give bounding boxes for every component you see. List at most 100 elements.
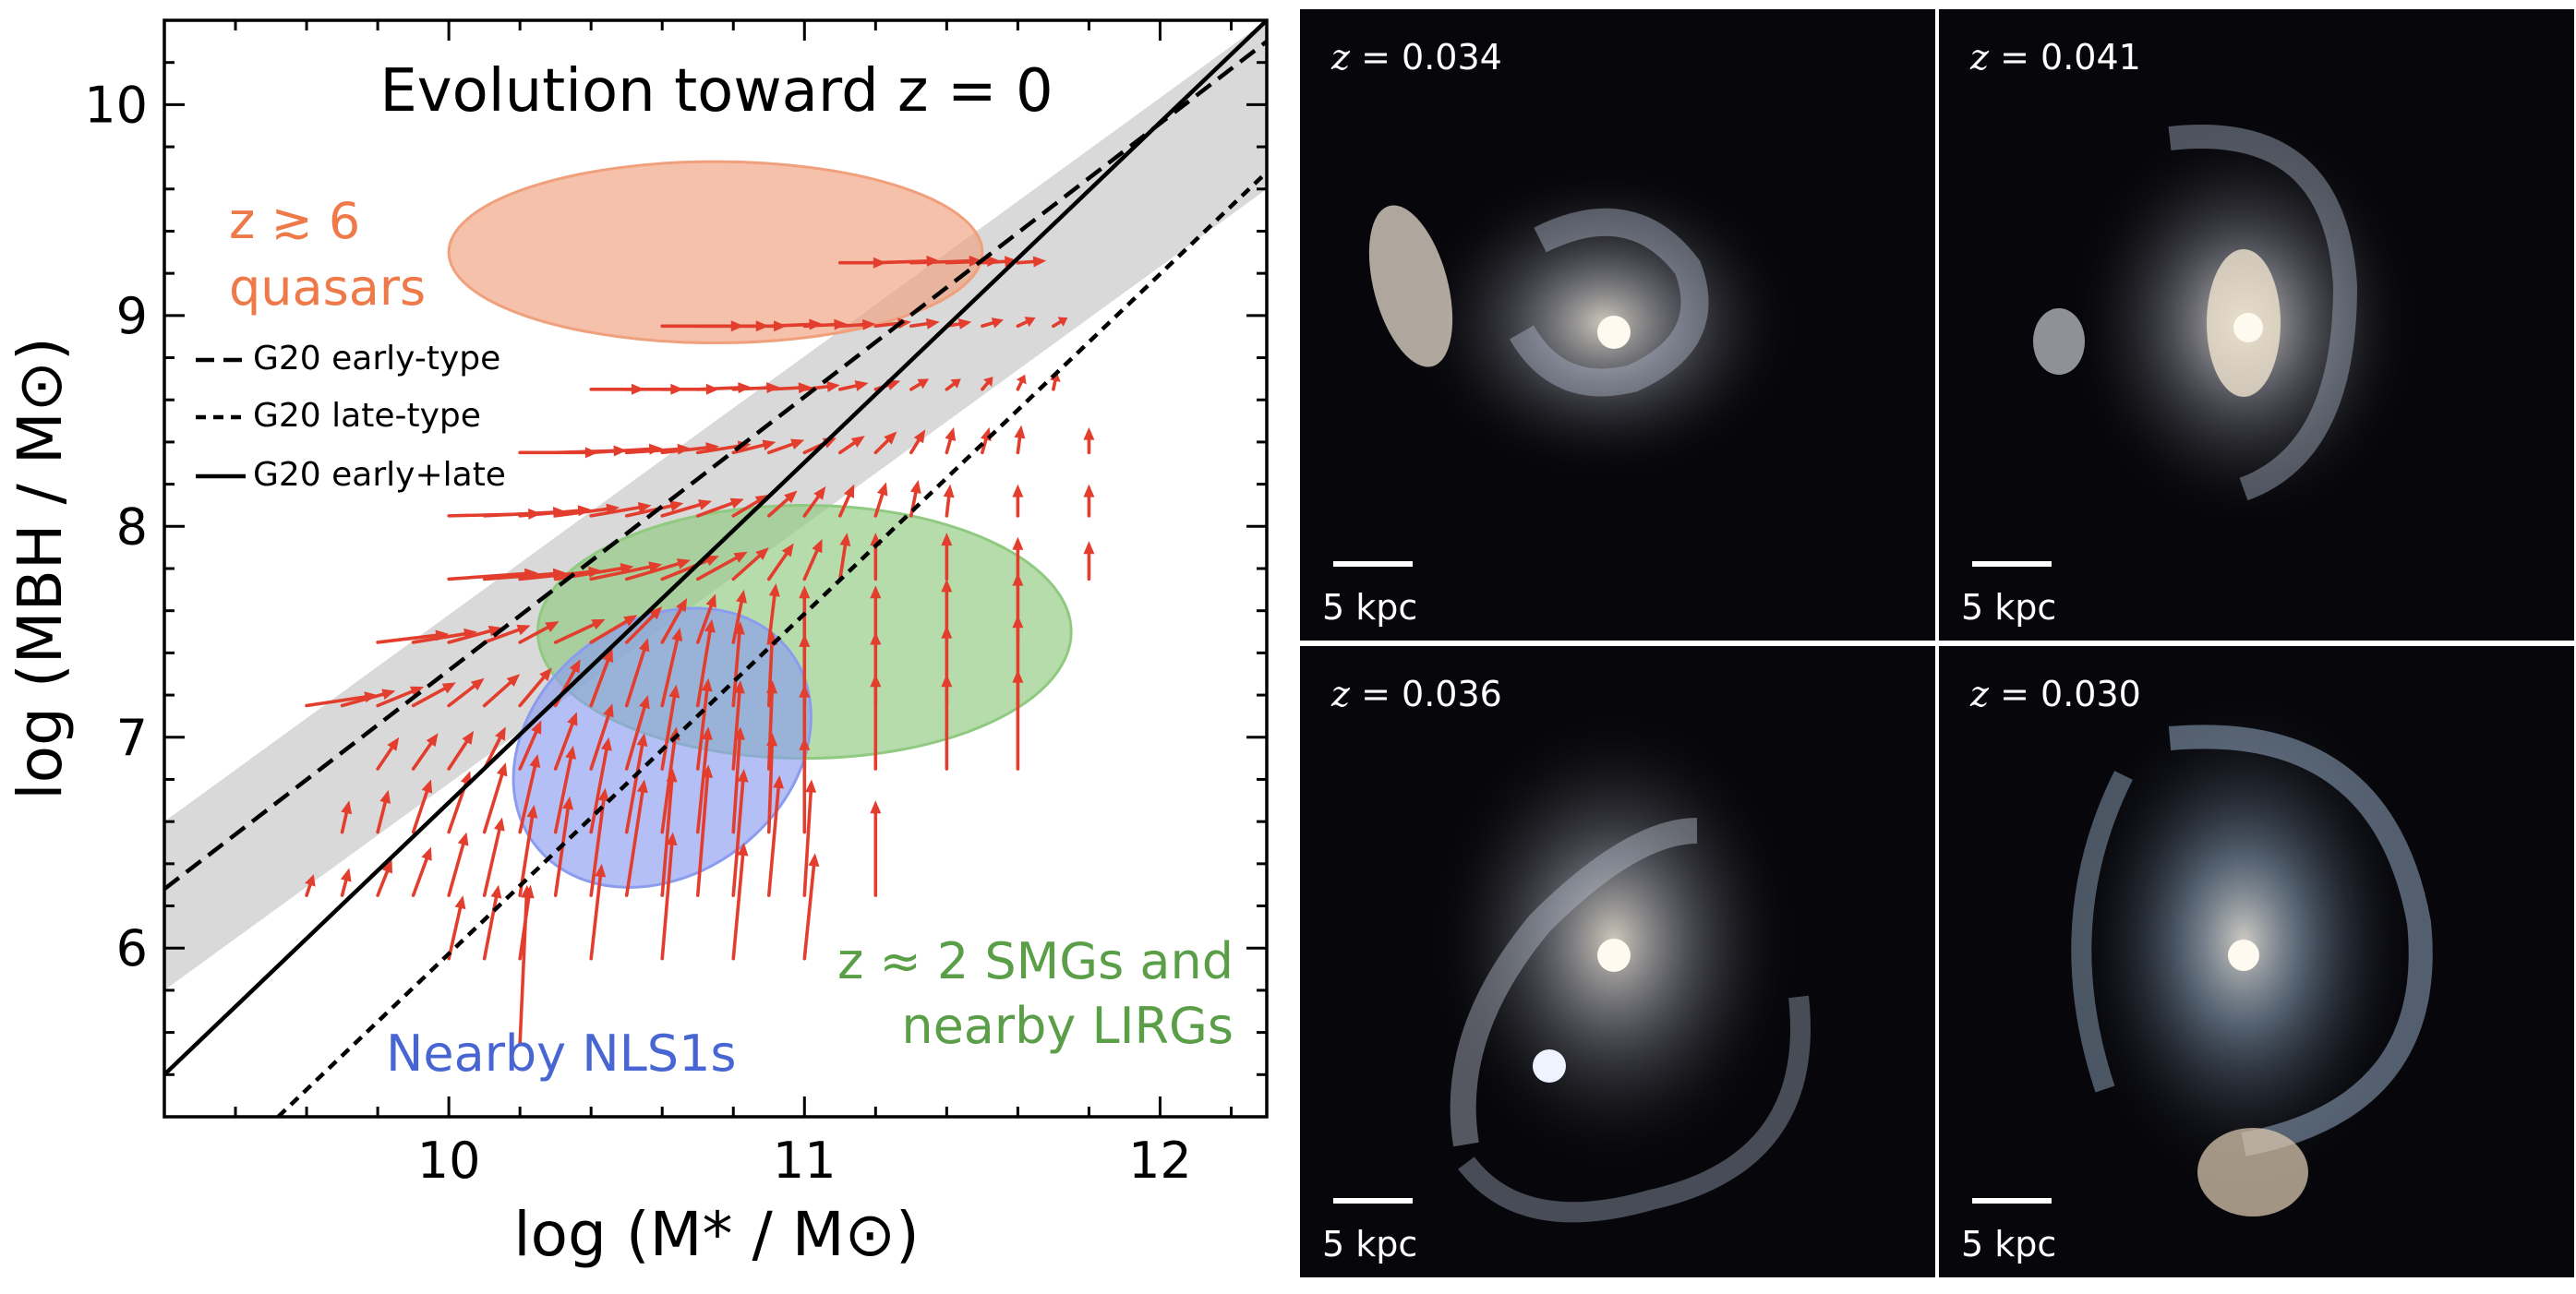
arrow-shaft (376, 869, 390, 897)
evolution-arrow (1049, 372, 1061, 391)
arrow-shaft (731, 780, 745, 897)
evolution-arrow (411, 733, 439, 771)
arrow-head (521, 884, 533, 898)
arrow-head (805, 779, 817, 793)
arrow-head (421, 779, 433, 794)
arrow-shaft (873, 438, 890, 455)
arrow-head (676, 558, 692, 569)
arrow-head (876, 482, 888, 497)
arrow-head (813, 485, 826, 500)
arrow-head (704, 556, 719, 567)
evolution-arrow (376, 789, 391, 834)
arrow-head (1083, 541, 1095, 555)
evolution-arrow (340, 800, 353, 834)
evolution-arrow (766, 490, 798, 518)
arrow-head (488, 625, 502, 637)
evolution-arrow (660, 597, 688, 644)
evolution-arrow (802, 539, 823, 581)
arrow-head (983, 377, 993, 387)
arrow-shaft (447, 571, 527, 581)
arrow-shaft (731, 443, 765, 455)
galaxy-image-grid: z = 0.034 5 kpc z = 0.041 5 kpc z = (1300, 9, 2574, 1277)
arrow-shaft (411, 632, 466, 644)
arrow-shaft (589, 713, 610, 771)
arrow-head (704, 618, 716, 633)
arrow-shaft (482, 773, 504, 834)
arrow-shaft (695, 386, 740, 391)
evolution-arrow (1014, 425, 1026, 455)
evolution-arrow (802, 853, 820, 961)
arrow-head (941, 674, 953, 688)
arrow-head (913, 429, 926, 444)
arrow-shaft (589, 619, 629, 644)
galaxy-panel: z = 0.034 5 kpc (1300, 9, 1935, 641)
arrow-head (666, 769, 678, 783)
evolution-arrow (1083, 484, 1095, 518)
arrow-head (957, 318, 972, 329)
evolution-arrow (1083, 541, 1095, 581)
evolution-arrow (411, 779, 433, 834)
arrow-shaft (945, 382, 956, 391)
axis-ticks: 10 11 12 6 7 8 9 10 (84, 18, 1267, 1190)
arrow-shaft (909, 382, 922, 391)
arrow-head (701, 726, 713, 740)
arrow-head (1012, 669, 1024, 683)
evolution-arrow (943, 484, 955, 518)
arrow-shaft (624, 562, 680, 581)
evolution-arrow (482, 817, 505, 897)
arrow-head (799, 737, 811, 750)
arrow-shaft (695, 501, 734, 518)
scale-bar-label: 5 kpc (1322, 1224, 1418, 1264)
evolution-arrow (553, 796, 574, 897)
arrow-shaft (838, 384, 858, 391)
galaxy-panel: z = 0.041 5 kpc (1939, 9, 2574, 641)
evolution-arrow (873, 431, 897, 455)
arrow-shaft (447, 843, 465, 897)
evolution-arrow (589, 615, 638, 644)
arrow-head (941, 533, 953, 546)
galaxy-image (2068, 692, 2433, 1216)
arrow-head (734, 726, 746, 740)
arrow-shaft (1016, 319, 1029, 329)
arrow-shaft (1016, 259, 1036, 265)
arrow-head (870, 674, 882, 688)
legend-label: G20 late-type (253, 397, 481, 435)
arrow-shaft (660, 780, 674, 897)
y-tick-label: 10 (84, 76, 148, 134)
arrow-shaft (518, 569, 591, 581)
evolution-arrow (1012, 484, 1024, 518)
arrow-shaft (340, 879, 348, 897)
arrow-shaft (1052, 319, 1063, 329)
arrow-shaft (589, 565, 652, 581)
arrow-head (839, 533, 851, 546)
evolution-arrow (660, 684, 680, 771)
arrow-head (379, 789, 391, 804)
x-tick-label: 11 (773, 1132, 837, 1190)
evolution-arrow (731, 726, 746, 834)
evolution-arrow (589, 737, 612, 834)
arrow-shaft (802, 322, 837, 329)
arrow-shaft (411, 687, 447, 708)
arrow-shaft (731, 737, 741, 834)
arrow-head (1012, 484, 1024, 497)
arrow-head (917, 378, 930, 389)
arrow-head (733, 680, 745, 694)
arrow-shaft (589, 748, 608, 834)
arrow-shaft (305, 882, 312, 897)
arrow-head (591, 618, 606, 630)
arrow-shaft (518, 764, 537, 834)
arrow-head (737, 769, 749, 783)
arrow-shaft (981, 381, 990, 391)
evolution-arrow (909, 378, 930, 391)
arrow-head (1012, 615, 1024, 629)
arrow-shaft (589, 874, 602, 961)
evolution-arrow (518, 720, 542, 771)
arrow-shaft (589, 506, 641, 518)
legend-entry: G20 early-type (196, 340, 500, 377)
evolution-arrow (870, 674, 882, 771)
arrow-shaft (660, 737, 677, 834)
arrow-shaft (589, 447, 652, 455)
evolution-arrow (695, 726, 713, 834)
evolution-arrow (941, 533, 953, 581)
arrow-head (565, 745, 576, 760)
